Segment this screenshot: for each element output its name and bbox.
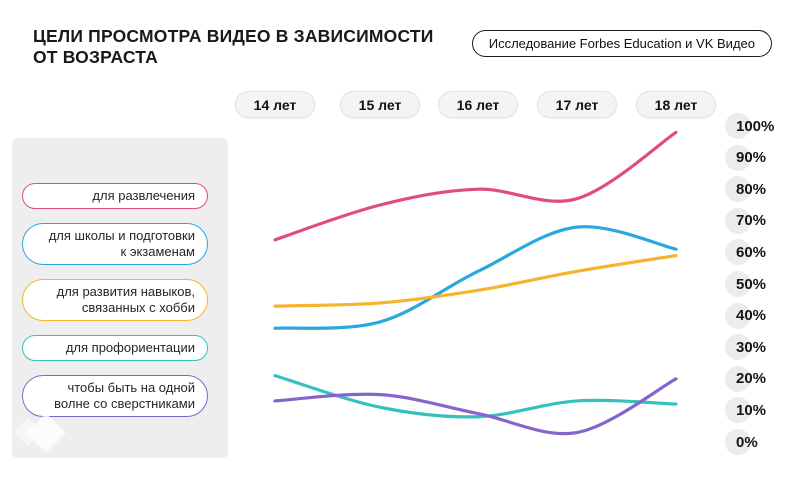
legend-pill-school-exams: для школы и подготовки к экзаменам [22,223,208,265]
y-tick-disc [725,429,751,455]
y-tick-disc [725,397,751,424]
y-tick-90: 90% [725,144,767,171]
y-tick-70: 70% [725,207,767,234]
y-tick-label: 20% [736,370,767,388]
y-tick-label: 50% [736,275,767,293]
age-label-17-лет: 17 лет [537,91,617,118]
y-tick-80: 80% [725,176,767,203]
source-badge-label: Исследование Forbes Education и VK Видео [488,36,755,51]
y-tick-disc [725,144,751,171]
y-tick-disc [725,302,751,329]
line-school-exams [273,225,678,330]
legend-panel: для развлечения для школы и подготовки к … [12,138,228,458]
y-tick-label: 90% [736,149,767,167]
age-label-14-лет: 14 лет [235,91,315,118]
age-label-16-лет: 16 лет [438,91,518,118]
source-badge: Исследование Forbes Education и VK Видео [471,30,772,57]
age-label-15-лет: 15 лет [340,91,420,118]
line-entertainment [273,130,678,242]
y-tick-100: 100% [725,113,775,139]
legend-pill-entertainment: для развлечения [22,183,208,209]
y-tick-60: 60% [725,239,767,266]
y-tick-30: 30% [725,334,767,361]
y-tick-40: 40% [725,302,767,329]
y-tick-10: 10% [725,397,767,424]
y-tick-label: 70% [736,212,767,230]
y-tick-0: 0% [725,429,758,455]
y-tick-label: 30% [736,338,767,356]
y-tick-label: 0% [736,433,758,451]
line-career-guidance [273,374,678,419]
y-tick-label: 80% [736,180,767,198]
line-hobby-skills [273,253,678,308]
legend-pill-hobby-skills: для развития навыков, связанных с хобби [22,279,208,321]
y-tick-label: 10% [736,401,767,419]
legend-pill-label: для школы и подготовки к экзаменам [48,228,195,259]
page-title-line1: ЦЕЛИ ПРОСМОТРА ВИДЕО В ЗАВИСИМОСТИ [33,26,434,46]
legend-pill-label: чтобы быть на одной волне со сверстникам… [54,380,195,411]
y-tick-label: 40% [736,307,767,325]
y-tick-disc [725,365,751,392]
y-tick-50: 50% [725,271,767,297]
page-title-line2: ОТ ВОЗРАСТА [33,47,158,67]
y-tick-disc [725,176,751,203]
legend-pill-label: для развития навыков, связанных с хобби [56,284,195,315]
legend-pill-label: для профориентации [65,340,195,355]
y-tick-20: 20% [725,365,767,392]
y-tick-disc [725,239,751,266]
y-tick-label: 100% [736,117,775,135]
y-tick-label: 60% [736,243,767,261]
age-label-18-лет: 18 лет [636,91,716,118]
y-tick-disc [725,334,751,361]
y-tick-disc [725,271,751,297]
y-tick-disc [725,207,751,234]
legend-pill-label: для развлечения [92,188,195,203]
line-peers [273,377,678,436]
page-title: ЦЕЛИ ПРОСМОТРА ВИДЕО В ЗАВИСИМОСТИ ОТ ВОЗ… [33,26,434,68]
legend-pill-peers: чтобы быть на одной волне со сверстникам… [22,375,208,417]
y-tick-disc [725,113,751,139]
legend-pill-career-guidance: для профориентации [22,335,208,361]
